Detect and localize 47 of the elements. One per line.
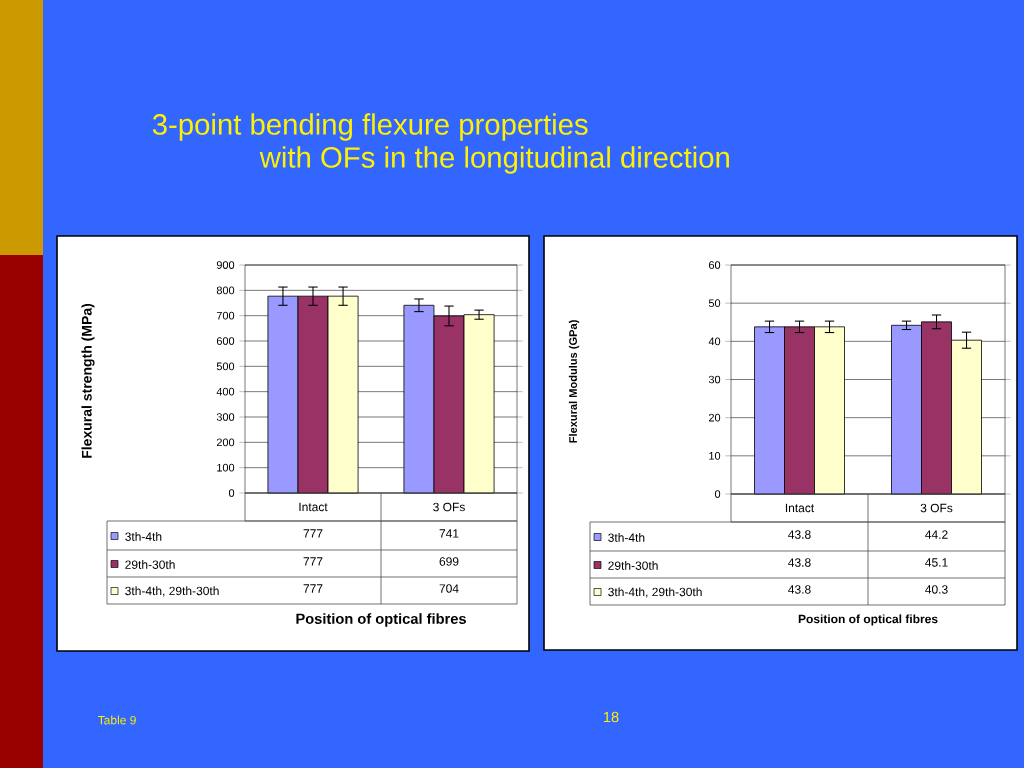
data-label: 43.8 <box>788 530 811 539</box>
x-tick-label: 3 OFs <box>920 503 953 513</box>
y-tick-label: 600 <box>216 337 235 345</box>
x-axis-title: Position of optical fibres <box>798 614 938 626</box>
y-tick-label: 50 <box>708 299 721 308</box>
y-tick-label: 800 <box>216 286 235 295</box>
data-label: 777 <box>303 584 323 593</box>
caption: Table 9 <box>97 715 136 725</box>
data-label: 741 <box>439 529 459 538</box>
data-label: 43.8 <box>788 558 811 567</box>
chart-subtitle: with OFs in the longitudinal direction <box>259 146 729 174</box>
x-axis-title: Position of optical fibres <box>296 613 466 627</box>
y-tick-label: 300 <box>216 413 235 421</box>
legend-label: 3th-4th <box>125 532 162 541</box>
y-tick-label: 10 <box>709 451 721 460</box>
legend-label: 29th-30th <box>608 561 658 570</box>
legend-label: 3th-4th, 29th-30th <box>125 586 219 597</box>
y-tick-label: 60 <box>709 261 721 269</box>
legend-label: 3th-4th <box>608 533 645 542</box>
data-label: 777 <box>303 529 323 538</box>
data-label: 44.2 <box>925 530 948 539</box>
legend-label: 29th-30th <box>125 560 175 569</box>
data-label: 43.8 <box>788 585 811 594</box>
x-tick-label: 3 OFs <box>433 502 465 512</box>
y-tick-label: 700 <box>216 311 235 320</box>
data-label: 777 <box>303 557 323 566</box>
y-axis-title: Flexural Modulus (GPa) <box>568 320 580 443</box>
y-axis-title: Flexural strength (MPa) <box>81 303 95 458</box>
y-tick-label: 500 <box>216 362 235 371</box>
y-tick-label: 20 <box>708 413 721 422</box>
y-tick-label: 0 <box>714 490 721 498</box>
data-label: 40.3 <box>925 585 948 594</box>
y-tick-label: 40 <box>708 337 721 346</box>
x-tick-label: Intact <box>299 502 328 512</box>
data-label: 45.1 <box>925 558 948 567</box>
data-label: 699 <box>439 557 459 566</box>
chart-title: 3-point bending flexure properties <box>152 113 588 141</box>
y-tick-label: 100 <box>217 463 235 472</box>
y-tick-label: 400 <box>216 387 235 396</box>
y-tick-label: 30 <box>708 375 721 384</box>
y-tick-label: 200 <box>216 438 235 447</box>
x-tick-label: Intact <box>785 503 815 513</box>
y-tick-label: 0 <box>228 489 235 497</box>
y-tick-label: 900 <box>216 261 235 269</box>
data-label: 704 <box>439 584 459 593</box>
text: 18 <box>603 711 619 723</box>
legend-label: 3th-4th, 29th-30th <box>608 587 702 598</box>
